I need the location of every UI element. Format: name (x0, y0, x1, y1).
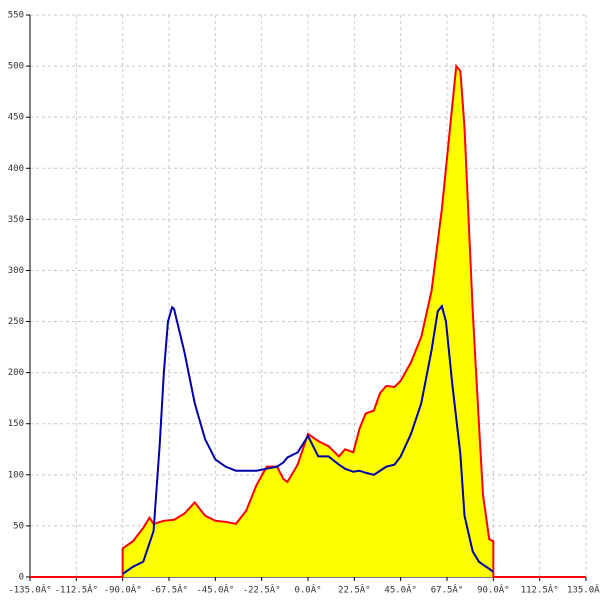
x-tick-label: -112.5Â° (55, 584, 98, 596)
x-tick-label: 112.5Â° (521, 584, 559, 596)
x-tick-label: -45.0Â° (196, 584, 234, 596)
x-tick-label: 67.5Â° (431, 584, 464, 596)
y-tick-label: 200 (8, 368, 24, 378)
y-tick-label: 0 (19, 573, 24, 583)
y-tick-label: 150 (8, 419, 24, 429)
x-tick-label: -90.0Â° (104, 584, 142, 596)
x-tick-label: 45.0Â° (384, 584, 417, 596)
series-line (30, 63, 586, 578)
x-tick-label: -135.0Â° (8, 584, 51, 596)
y-tick-label: 500 (8, 62, 24, 72)
y-tick-label: 300 (8, 266, 24, 276)
y-tick-label: 100 (8, 470, 24, 480)
y-tick-label: 250 (8, 317, 24, 327)
series-line (122, 304, 494, 575)
y-tick-label: 50 (13, 521, 24, 531)
x-tick-label: 0.0Â° (294, 584, 321, 596)
x-tick-label: -67.5Â° (150, 584, 188, 596)
y-tick-label: 400 (8, 164, 24, 174)
y-tick-label: 350 (8, 215, 24, 225)
area-fill (30, 66, 586, 577)
y-tick-label: 550 (8, 11, 24, 21)
x-tick-label: 135.0Â° (567, 584, 600, 596)
x-tick-label: 90.0Â° (477, 584, 510, 596)
x-tick-label: -22.5Â° (243, 584, 281, 596)
y-tick-label: 450 (8, 113, 24, 123)
x-tick-label: 22.5Â° (338, 584, 371, 596)
